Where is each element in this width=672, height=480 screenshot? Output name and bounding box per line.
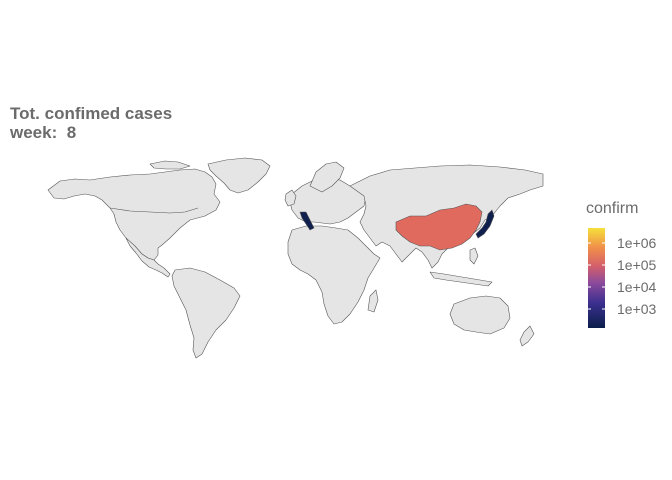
legend-colorbar bbox=[588, 228, 605, 328]
country-australia bbox=[449, 295, 511, 335]
world-map bbox=[47, 157, 544, 359]
region-indonesia bbox=[429, 271, 493, 287]
country-italy bbox=[299, 211, 315, 231]
region-scandinavia bbox=[309, 161, 345, 193]
country-arctic-islands bbox=[149, 160, 191, 170]
title-line-1: Tot. confimed cases bbox=[10, 104, 173, 123]
legend-tick-label: 1e+06 bbox=[617, 235, 657, 251]
country-mexico bbox=[125, 237, 171, 278]
country-philippines bbox=[469, 247, 479, 265]
country-north-america bbox=[47, 168, 221, 261]
legend-title: confirm bbox=[586, 200, 639, 217]
continent-south-america bbox=[171, 267, 241, 359]
country-canada-usa-border bbox=[109, 207, 199, 214]
map-title: Tot. confimed cases week: 8 bbox=[10, 104, 172, 142]
legend-tick-label: 1e+04 bbox=[617, 279, 657, 295]
legend-tick-label: 1e+03 bbox=[617, 301, 657, 317]
country-madagascar bbox=[367, 289, 379, 313]
country-united-kingdom bbox=[284, 189, 297, 207]
country-china bbox=[395, 203, 483, 251]
legend-tick-label: 1e+05 bbox=[617, 257, 657, 273]
country-greenland bbox=[207, 157, 271, 194]
country-new-zealand bbox=[519, 325, 535, 347]
country-japan bbox=[475, 209, 495, 239]
continent-africa bbox=[287, 225, 381, 325]
title-line-2: week: 8 bbox=[10, 123, 77, 142]
